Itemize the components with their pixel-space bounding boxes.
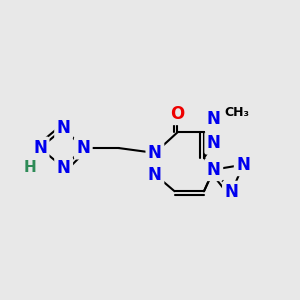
Text: H: H <box>24 160 37 175</box>
Text: N: N <box>57 159 70 177</box>
Text: O: O <box>170 105 184 123</box>
Text: N: N <box>148 144 162 162</box>
Text: N: N <box>236 156 250 174</box>
Text: N: N <box>76 139 90 157</box>
Text: N: N <box>207 160 221 178</box>
Text: N: N <box>207 110 221 128</box>
Text: N: N <box>148 166 162 184</box>
Text: N: N <box>207 134 221 152</box>
Text: N: N <box>224 183 239 201</box>
Text: CH₃: CH₃ <box>225 106 250 119</box>
Text: N: N <box>33 139 47 157</box>
Text: N: N <box>57 119 70 137</box>
